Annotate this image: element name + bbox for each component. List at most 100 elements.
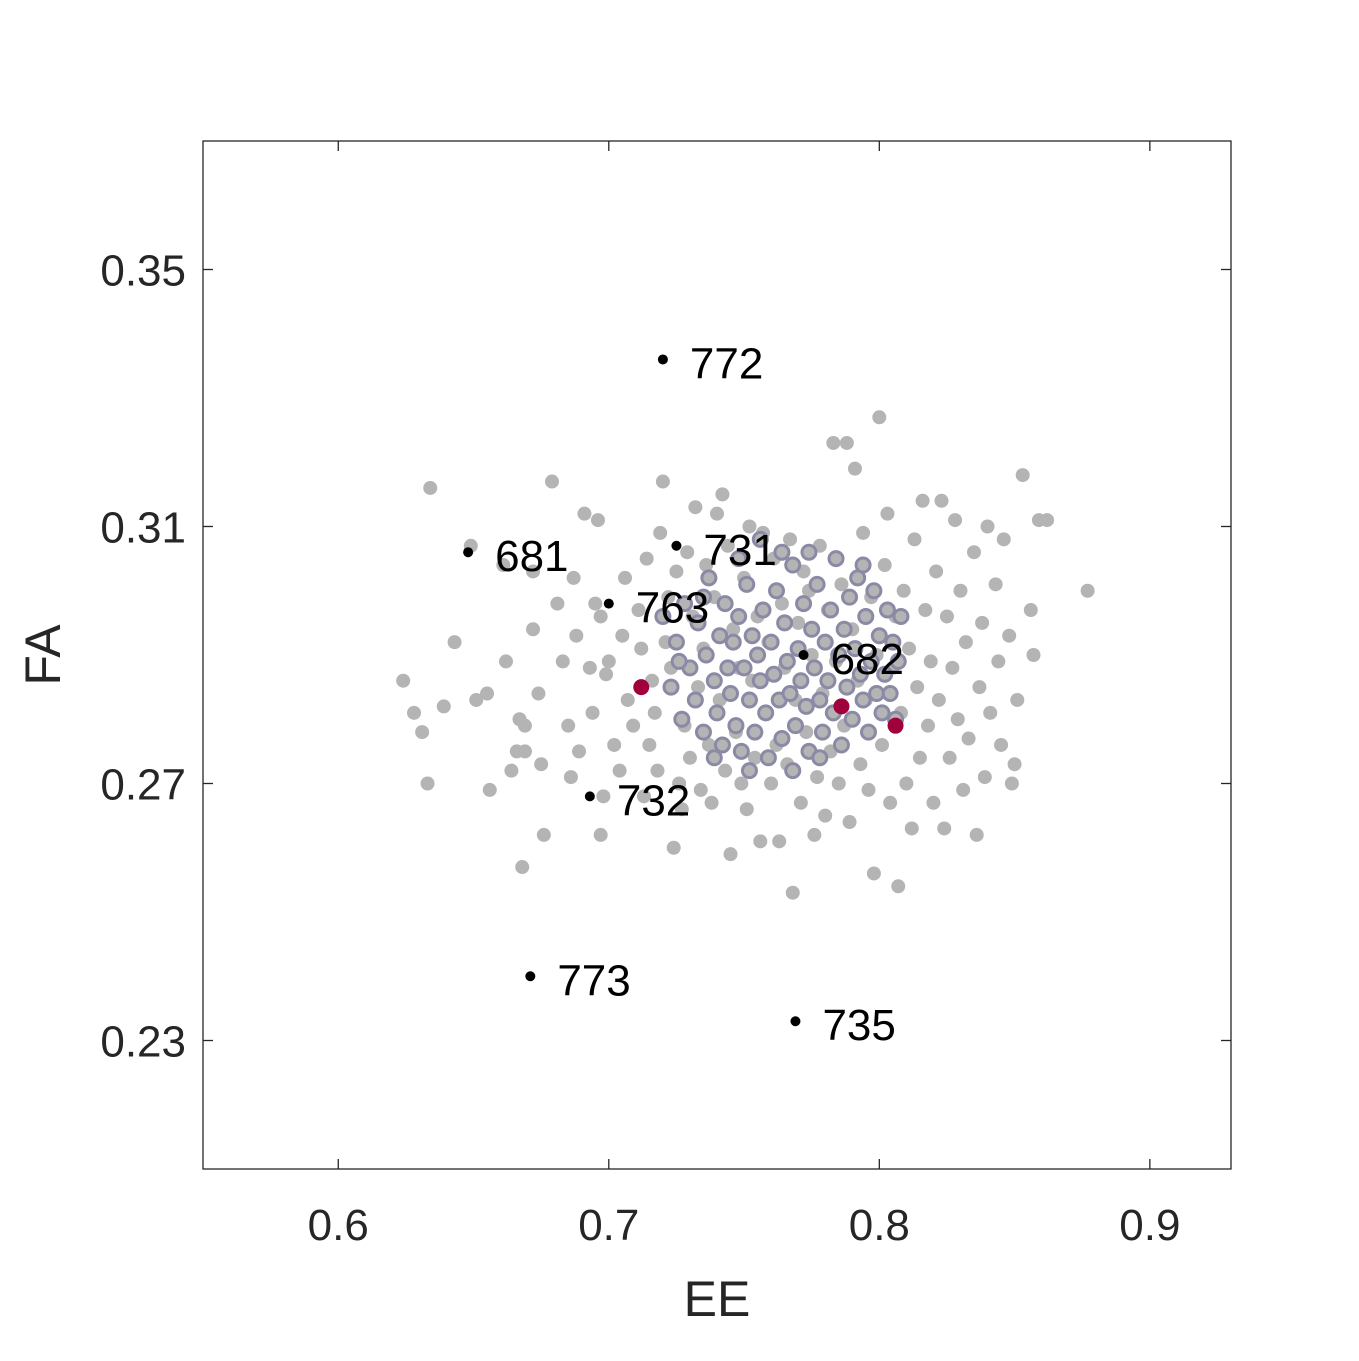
data-point: [747, 750, 762, 765]
data-point: [588, 596, 603, 611]
data-point: [699, 558, 714, 573]
core-data-point: [751, 672, 769, 690]
core-data-point: [749, 646, 767, 664]
core-data-point: [878, 601, 896, 619]
data-point: [934, 493, 949, 508]
data-point: [726, 622, 741, 637]
point-label: 732: [617, 776, 690, 825]
data-point: [715, 487, 730, 502]
x-axis-label: EE: [684, 1271, 751, 1327]
data-point: [977, 770, 992, 785]
data-point: [764, 776, 779, 791]
data-point: [853, 757, 868, 772]
core-data-point: [862, 652, 880, 670]
data-point: [804, 648, 819, 662]
data-point: [918, 603, 933, 618]
core-data-point: [873, 704, 891, 722]
core-data-point: [689, 614, 707, 632]
data-point: [447, 635, 462, 650]
data-point: [599, 667, 614, 682]
data-point: [582, 660, 597, 675]
core-data-point: [865, 582, 883, 600]
labeled-point: [671, 540, 682, 551]
data-point: [742, 519, 757, 534]
data-point: [910, 680, 925, 695]
data-point: [939, 609, 954, 624]
core-data-point: [773, 543, 791, 561]
data-point: [704, 795, 719, 810]
core-data-point: [694, 723, 712, 741]
data-point: [988, 577, 1003, 592]
core-data-point: [708, 704, 726, 722]
data-point: [561, 718, 576, 733]
core-data-point: [776, 614, 794, 632]
data-point: [650, 763, 665, 778]
core-data-point: [843, 710, 861, 728]
core-data-point: [784, 762, 802, 780]
data-point: [601, 654, 616, 669]
core-data-point: [800, 543, 818, 561]
data-point: [639, 551, 654, 566]
labeled-point: [798, 650, 809, 660]
core-data-point: [859, 723, 877, 741]
data-point: [482, 782, 497, 797]
data-point: [544, 474, 559, 489]
core-data-point: [822, 601, 840, 619]
data-point: [415, 725, 430, 740]
core-data-point: [694, 588, 712, 606]
core-data-point: [784, 556, 802, 574]
data-point: [680, 545, 695, 560]
data-point: [972, 680, 987, 695]
data-point: [1007, 757, 1022, 772]
data-point: [563, 770, 578, 785]
data-point: [526, 622, 541, 637]
point-label: 773: [557, 956, 630, 1005]
core-data-point: [889, 652, 907, 670]
data-point: [590, 513, 605, 528]
data-point: [896, 583, 911, 598]
data-point: [842, 815, 857, 830]
data-point: [469, 692, 484, 707]
data-point: [902, 641, 917, 656]
highlight-point: [633, 679, 650, 696]
data-point: [818, 808, 833, 823]
core-data-point: [667, 633, 685, 651]
point-label: 763: [636, 584, 709, 633]
core-data-point: [830, 646, 848, 664]
core-data-point: [654, 607, 672, 625]
core-data-point: [816, 633, 834, 651]
core-data-point: [892, 607, 910, 625]
data-point: [915, 493, 930, 508]
core-data-point: [876, 665, 894, 683]
point-label: 682: [831, 635, 904, 684]
core-data-point: [835, 620, 853, 638]
data-point: [631, 603, 646, 618]
data-point: [536, 827, 551, 842]
data-point: [669, 564, 684, 579]
data-point: [875, 737, 890, 752]
plot-frame: [202, 140, 1232, 1170]
data-point: [688, 500, 703, 515]
data-point: [831, 776, 846, 791]
data-point: [961, 731, 976, 746]
data-point: [734, 776, 749, 791]
data-point: [517, 744, 532, 759]
data-point: [642, 737, 657, 752]
data-point: [877, 558, 892, 573]
data-point: [793, 795, 808, 810]
data-point: [720, 538, 735, 553]
data-point: [531, 686, 546, 701]
core-data-point: [743, 627, 761, 645]
core-data-point: [768, 582, 786, 600]
data-point: [672, 776, 687, 791]
labeled-point: [584, 791, 595, 802]
core-data-point: [662, 678, 680, 696]
core-data-point: [713, 736, 731, 754]
x-tick-label: 0.8: [849, 1201, 910, 1250]
core-data-point: [730, 607, 748, 625]
data-point: [956, 782, 971, 797]
data-point: [969, 827, 984, 842]
data-point: [718, 763, 733, 778]
point-label: 681: [495, 532, 568, 581]
data-point: [653, 525, 668, 540]
